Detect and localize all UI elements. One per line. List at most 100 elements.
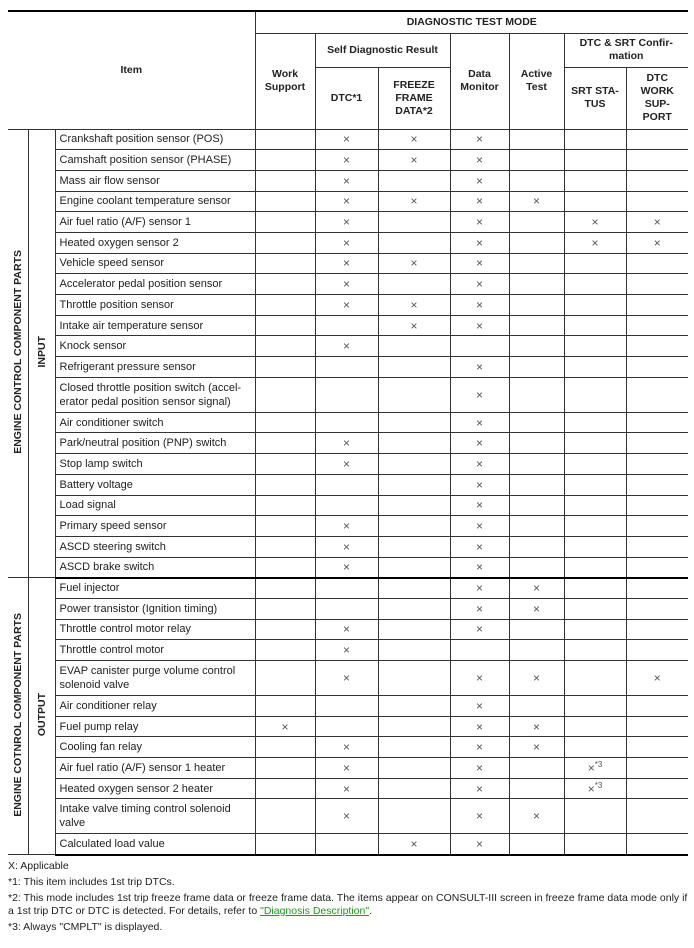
note-2-end: .	[369, 904, 373, 917]
cell-freeze-frame	[377, 515, 451, 537]
table-row: Stop lamp switch × ×	[8, 453, 689, 475]
cell-freeze-frame	[377, 639, 451, 661]
cell-data-monitor: ×	[449, 736, 510, 759]
cell-srt-status	[563, 695, 627, 717]
item-name: Fuel injector	[54, 577, 256, 599]
cell-work-support	[254, 556, 316, 579]
cell-work-support	[254, 577, 316, 599]
cell-srt-status	[563, 294, 627, 316]
cell-active-test	[508, 149, 565, 171]
cell-data-monitor: ×	[449, 473, 510, 496]
cell-data-monitor: ×	[449, 453, 510, 475]
cell-dtc: ×	[314, 252, 379, 275]
cell-active-test	[508, 453, 565, 475]
cell-freeze-frame	[377, 757, 451, 779]
cell-work-support	[254, 252, 316, 275]
table-row: Knock sensor ×	[8, 335, 689, 358]
cell-active-test	[508, 432, 565, 455]
cell-freeze-frame	[377, 335, 451, 358]
cell-srt-status	[563, 149, 627, 171]
cell-srt-status	[563, 252, 627, 275]
cell-srt-status	[563, 411, 627, 434]
diagnosis-description-link[interactable]: "Diagnosis Description"	[260, 904, 370, 917]
cell-work-support	[254, 169, 316, 192]
cell-dtc	[314, 833, 379, 856]
cell-srt-status	[563, 273, 627, 295]
cell-freeze-frame	[377, 411, 451, 434]
cell-srt-status	[563, 660, 627, 696]
cell-data-monitor: ×	[449, 128, 510, 151]
cell-active-test	[508, 411, 565, 434]
cell-srt-status	[563, 432, 627, 455]
table-row: Accelerator pedal position sensor × ×	[8, 273, 689, 295]
cell-data-monitor	[449, 335, 510, 358]
cell-data-monitor: ×	[449, 273, 510, 295]
cell-srt-status	[563, 473, 627, 496]
cell-dtc	[314, 695, 379, 717]
cell-dtc-work-support	[625, 411, 689, 434]
item-name: Refrigerant pressure sensor	[54, 356, 256, 378]
header-dtc-work-support: DTC WORK SUP-PORT	[625, 66, 689, 130]
footnotes: X: Applicable *1: This item includes 1st…	[8, 860, 688, 934]
cell-data-monitor: ×	[449, 777, 510, 800]
cell-active-test	[508, 515, 565, 537]
cell-dtc: ×	[314, 618, 379, 641]
cell-srt-status	[563, 169, 627, 192]
cell-dtc	[314, 494, 379, 517]
item-name: Vehicle speed sensor	[54, 252, 256, 275]
item-name: ASCD steering switch	[54, 535, 256, 558]
cell-freeze-frame	[377, 556, 451, 579]
cell-freeze-frame	[377, 736, 451, 759]
cell-dtc: ×	[314, 294, 379, 316]
cell-dtc-work-support	[625, 535, 689, 558]
cell-dtc-work-support	[625, 294, 689, 316]
cell-freeze-frame	[377, 211, 451, 233]
cell-freeze-frame: ×	[377, 314, 451, 337]
cell-srt-status	[563, 715, 627, 738]
cell-active-test	[508, 494, 565, 517]
table-row: ENGINE COTNROL COMPONENT PARTS OUTPUT Fuel…	[8, 577, 689, 856]
cell-srt-status	[563, 556, 627, 579]
cell-srt-status: ×*3	[563, 757, 627, 779]
cell-dtc	[314, 597, 379, 620]
cell-active-test: ×	[508, 660, 565, 696]
cell-active-test	[508, 556, 565, 579]
table-row: Throttle control motor ×	[8, 639, 689, 661]
table-row: Park/neutral position (PNP) switch × ×	[8, 432, 689, 455]
cell-dtc-work-support	[625, 494, 689, 517]
cell-active-test	[508, 314, 565, 337]
cell-dtc-work-support	[625, 757, 689, 779]
header-active-test: Active Test	[508, 32, 565, 130]
cell-freeze-frame	[377, 660, 451, 696]
table-row: Closed throttle position switch (accel-e…	[8, 376, 689, 413]
cell-srt-status	[563, 535, 627, 558]
cell-dtc: ×	[314, 211, 379, 233]
cell-dtc: ×	[314, 453, 379, 475]
cell-active-test	[508, 169, 565, 192]
cell-srt-status	[563, 376, 627, 413]
cell-data-monitor: ×	[449, 294, 510, 316]
note-2-text: *2: This mode includes 1st trip freeze f…	[8, 891, 688, 917]
table-row: Refrigerant pressure sensor ×	[8, 356, 689, 378]
cell-active-test	[508, 535, 565, 558]
cell-dtc-work-support	[625, 128, 689, 151]
header-item: Item	[8, 10, 256, 130]
vertical-label: ENGINE COTNROL COMPONENT PARTS	[11, 612, 24, 817]
cell-dtc: ×	[314, 231, 379, 254]
cell-srt-status	[563, 314, 627, 337]
vertical-label: INPUT	[35, 336, 48, 368]
item-name: Closed throttle position switch (accel-e…	[54, 376, 256, 413]
item-name: Crankshaft position sensor (POS)	[54, 128, 256, 151]
cell-freeze-frame	[377, 453, 451, 475]
cell-dtc-work-support	[625, 473, 689, 496]
cell-dtc-work-support	[625, 736, 689, 759]
cell-data-monitor: ×	[449, 715, 510, 738]
cell-active-test	[508, 639, 565, 661]
cell-dtc-work-support	[625, 833, 689, 856]
cell-freeze-frame	[377, 169, 451, 192]
item-name: Park/neutral position (PNP) switch	[54, 432, 256, 455]
cell-freeze-frame	[377, 376, 451, 413]
cell-dtc-work-support	[625, 798, 689, 835]
table-row: Calculated load value × ×	[8, 833, 689, 856]
group-label: ENGINE CONTROL COMPONENT PARTS	[8, 128, 29, 579]
